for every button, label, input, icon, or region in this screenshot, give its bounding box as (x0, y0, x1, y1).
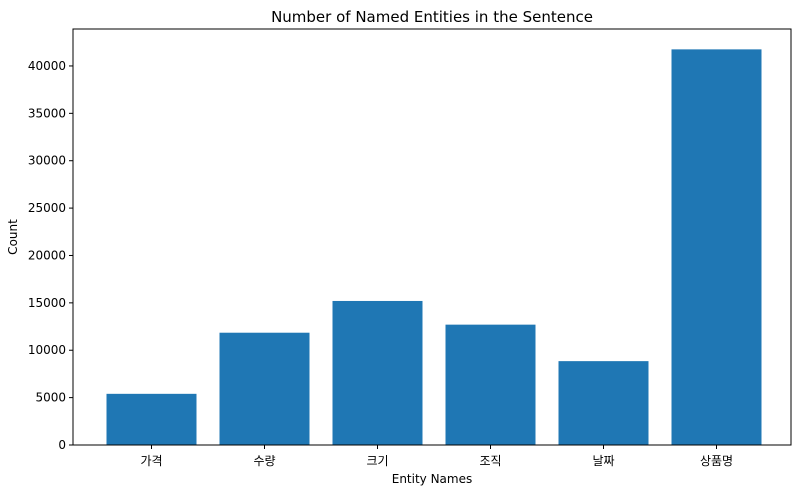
y-tick-label-4: 20000 (28, 248, 66, 262)
bar-2 (332, 300, 423, 445)
x-tick-label-3: 조직 (479, 454, 501, 468)
y-tick-label-6: 30000 (28, 154, 66, 168)
x-axis-ticks: 가격 수량 크기 조직 날짜 상품명 (140, 445, 733, 468)
y-tick-label-7: 35000 (28, 106, 66, 120)
x-tick-label-1: 수량 (253, 454, 275, 468)
x-axis-label: Entity Names (392, 472, 473, 486)
y-tick-label-3: 15000 (28, 296, 66, 310)
bars-layer (106, 49, 762, 446)
x-tick-label-2: 크기 (366, 454, 388, 468)
bar-1 (219, 332, 310, 445)
plot-frame (72, 28, 792, 446)
bar-0 (106, 393, 197, 445)
y-tick-label-0: 0 (58, 438, 66, 452)
bar-4 (558, 361, 649, 445)
y-tick-label-8: 40000 (28, 59, 66, 73)
y-axis-label: Count (6, 219, 20, 255)
x-tick-label-4: 날짜 (592, 454, 614, 468)
x-tick-label-5: 상품명 (700, 454, 733, 468)
y-tick-label-5: 25000 (28, 201, 66, 215)
chart-title: Number of Named Entities in the Sentence (271, 8, 593, 26)
x-tick-label-0: 가격 (140, 454, 162, 468)
y-axis-ticks: 0 5000 10000 15000 20000 25000 30000 35000 40000 (28, 59, 73, 452)
bar-5 (671, 49, 762, 446)
bar-3 (445, 324, 536, 445)
y-tick-label-2: 10000 (28, 343, 66, 357)
y-tick-label-1: 5000 (35, 391, 66, 405)
